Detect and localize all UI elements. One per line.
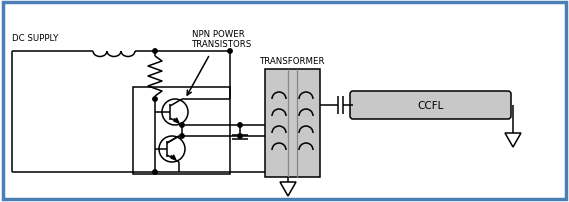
Text: TRANSFORMER: TRANSFORMER xyxy=(260,57,325,66)
Polygon shape xyxy=(505,133,521,147)
Bar xyxy=(265,70,320,177)
Circle shape xyxy=(162,100,188,125)
Text: DC SUPPLY: DC SUPPLY xyxy=(12,34,59,43)
Circle shape xyxy=(228,49,232,54)
Circle shape xyxy=(153,49,157,54)
Circle shape xyxy=(238,134,242,139)
Circle shape xyxy=(238,123,242,128)
Circle shape xyxy=(153,170,157,174)
Circle shape xyxy=(180,123,184,128)
FancyBboxPatch shape xyxy=(350,92,511,119)
Circle shape xyxy=(153,97,157,102)
Circle shape xyxy=(159,136,185,162)
Text: CCFL: CCFL xyxy=(417,101,444,110)
Circle shape xyxy=(180,134,184,139)
Polygon shape xyxy=(280,182,296,196)
Bar xyxy=(133,87,230,174)
Text: NPN POWER
TRANSISTORS: NPN POWER TRANSISTORS xyxy=(192,30,252,49)
